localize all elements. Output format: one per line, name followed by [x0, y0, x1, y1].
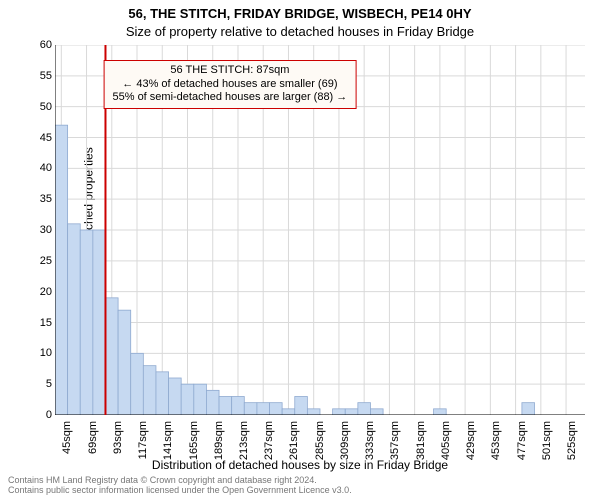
histogram-bar — [169, 378, 182, 415]
x-tick-label: 501sqm — [541, 421, 553, 460]
annotation-line-2: ← 43% of detached houses are smaller (69… — [112, 78, 347, 92]
x-tick-label: 93sqm — [112, 421, 124, 454]
x-tick-label: 261sqm — [288, 421, 300, 460]
x-tick-label: 405sqm — [440, 421, 452, 460]
x-tick-label: 237sqm — [263, 421, 275, 460]
x-tick-label: 309sqm — [339, 421, 351, 460]
x-tick-label: 45sqm — [61, 421, 73, 454]
histogram-bar — [345, 409, 358, 415]
histogram-bar — [307, 409, 320, 415]
histogram-bar — [131, 353, 144, 415]
histogram-bar — [93, 230, 106, 415]
histogram-bar — [143, 366, 156, 415]
y-tick-label: 45 — [22, 132, 52, 144]
y-tick-label: 10 — [22, 347, 52, 359]
histogram-bar — [80, 230, 93, 415]
y-tick-label: 50 — [22, 101, 52, 113]
histogram-bar — [55, 125, 68, 415]
histogram-bar — [333, 409, 346, 415]
x-tick-label: 357sqm — [389, 421, 401, 460]
histogram-bar — [68, 224, 81, 415]
x-tick-label: 285sqm — [314, 421, 326, 460]
y-tick-label: 30 — [22, 224, 52, 236]
y-tick-label: 35 — [22, 193, 52, 205]
y-tick-label: 40 — [22, 162, 52, 174]
x-tick-label: 477sqm — [516, 421, 528, 460]
histogram-bar — [118, 310, 131, 415]
histogram-bar — [358, 403, 371, 415]
chart-container: 56, THE STITCH, FRIDAY BRIDGE, WISBECH, … — [0, 0, 600, 500]
x-tick-label: 117sqm — [137, 421, 149, 459]
histogram-bar — [282, 409, 295, 415]
histogram-bar — [181, 384, 194, 415]
x-axis-label: Distribution of detached houses by size … — [0, 458, 600, 472]
histogram-bar — [270, 403, 283, 415]
y-tick-label: 15 — [22, 317, 52, 329]
y-tick-label: 20 — [22, 286, 52, 298]
footer-line-2: Contains public sector information licen… — [8, 486, 352, 496]
footer-attribution: Contains HM Land Registry data © Crown c… — [8, 476, 352, 496]
histogram-bar — [219, 397, 232, 416]
y-tick-label: 0 — [22, 409, 52, 421]
annotation-line-1: 56 THE STITCH: 87sqm — [112, 64, 347, 78]
y-tick-label: 60 — [22, 39, 52, 51]
histogram-bar — [206, 390, 219, 415]
histogram-bar — [257, 403, 270, 415]
x-tick-label: 165sqm — [188, 421, 200, 460]
x-tick-label: 453sqm — [490, 421, 502, 460]
chart-title-address: 56, THE STITCH, FRIDAY BRIDGE, WISBECH, … — [0, 6, 600, 21]
histogram-bar — [370, 409, 383, 415]
y-tick-label: 25 — [22, 255, 52, 267]
histogram-bar — [156, 372, 169, 415]
histogram-bar — [434, 409, 447, 415]
x-tick-label: 525sqm — [566, 421, 578, 460]
x-tick-label: 381sqm — [415, 421, 427, 460]
x-tick-label: 213sqm — [238, 421, 250, 460]
y-tick-label: 55 — [22, 70, 52, 82]
annotation-callout: 56 THE STITCH: 87sqm ← 43% of detached h… — [103, 60, 356, 109]
x-tick-label: 333sqm — [364, 421, 376, 460]
x-tick-label: 189sqm — [213, 421, 225, 460]
histogram-bar — [295, 397, 308, 416]
x-tick-label: 69sqm — [87, 421, 99, 454]
x-tick-label: 429sqm — [465, 421, 477, 460]
histogram-bar — [194, 384, 207, 415]
histogram-bar — [522, 403, 535, 415]
histogram-bar — [244, 403, 257, 415]
chart-title-description: Size of property relative to detached ho… — [0, 24, 600, 39]
x-tick-label: 141sqm — [162, 421, 174, 460]
y-tick-label: 5 — [22, 378, 52, 390]
annotation-line-3: 55% of semi-detached houses are larger (… — [112, 91, 347, 105]
histogram-bar — [232, 397, 245, 416]
histogram-bar — [105, 298, 118, 415]
